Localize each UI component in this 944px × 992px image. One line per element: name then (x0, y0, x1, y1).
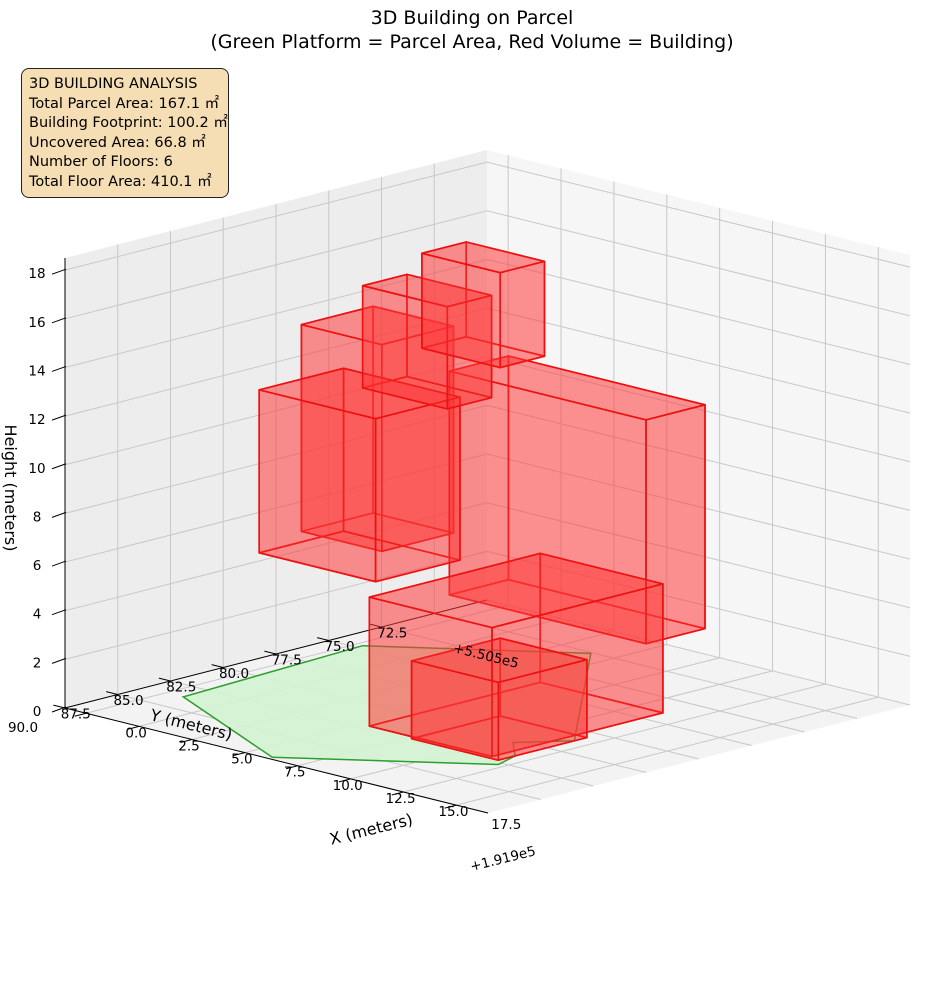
z-tick-label: 18 (28, 266, 45, 282)
chart-subtitle: (Green Platform = Parcel Area, Red Volum… (210, 31, 734, 53)
building-face-ymax (368, 596, 493, 758)
x-tick-mark (338, 778, 351, 783)
grid-line-z-left (64, 356, 488, 466)
x-tick-mark (127, 725, 140, 730)
z-tick-label: 6 (33, 558, 42, 574)
grid-line-z-left (64, 161, 488, 271)
analysis-info-box: 3D BUILDING ANALYSIS Total Parcel Area: … (21, 68, 229, 198)
grid-line-z-right (486, 502, 911, 609)
z-tick-mark (51, 268, 67, 275)
x-axis-label: X (meters) (328, 810, 415, 849)
y-tick-mark (369, 623, 382, 628)
info-uncovered-area: Uncovered Area: 66.8 ㎡ (29, 134, 206, 151)
x-tick-label: 17.5 (491, 817, 521, 833)
x-tick-mark (391, 791, 404, 796)
y-tick-label: 80.0 (219, 666, 249, 682)
z-tick-label: 12 (28, 412, 45, 428)
grid-line-z-right (486, 210, 911, 317)
y-tick-mark (316, 637, 329, 641)
z-tick-label: 2 (33, 655, 42, 671)
chart-title: 3D Building on Parcel (370, 7, 574, 29)
grid-line-z-right (486, 307, 911, 414)
y-tick-label: 87.5 (61, 707, 91, 723)
grid-line-z-left (64, 210, 488, 320)
z-tick-mark (51, 511, 67, 518)
y-tick-label: 82.5 (166, 680, 196, 696)
y-tick-label: 72.5 (377, 626, 407, 642)
grid-line-z-right (486, 161, 911, 268)
z-tick-label: 8 (33, 509, 42, 525)
info-heading: 3D BUILDING ANALYSIS (29, 76, 198, 92)
building-face-xmax (499, 260, 546, 369)
x-tick-label: 15.0 (438, 804, 468, 820)
z-tick-label: 16 (28, 315, 45, 331)
z-tick-mark (51, 657, 67, 664)
x-offset-label: +1.919e5 (469, 843, 538, 875)
z-tick-mark (51, 365, 67, 372)
y-tick-label: 75.0 (324, 639, 354, 655)
grid-line-z-right (486, 550, 911, 657)
info-total-floor-area: Total Floor Area: 410.1 ㎡ (29, 173, 212, 190)
grid-line-y-floor (434, 613, 858, 719)
z-tick-mark (51, 414, 67, 421)
grid-line-z-right (486, 404, 911, 511)
y-tick-mark (211, 664, 224, 668)
grid-line-z-left (64, 550, 488, 660)
building-face-ymax (410, 660, 500, 762)
z-tick-mark (51, 560, 67, 567)
grid-line-z-right (486, 258, 911, 365)
z-tick-label: 0 (33, 704, 42, 720)
grid-line-z-left (64, 453, 488, 563)
building-face-ymax (258, 389, 377, 583)
x-tick-label: 12.5 (385, 791, 415, 807)
x-tick-mark (74, 712, 87, 717)
x-tick-mark (444, 804, 457, 809)
y-tick-label: 77.5 (272, 653, 302, 669)
z-axis-label: Height (meters) (1, 425, 20, 552)
x-tick-mark (180, 739, 193, 743)
z-tick-label: 4 (33, 607, 42, 623)
grid-line-z-left (64, 404, 488, 514)
x-axis-line (64, 707, 489, 814)
y-tick-mark (158, 677, 171, 682)
chart-title-block: 3D Building on Parcel (Green Platform = … (0, 6, 944, 54)
x-tick-label: 10.0 (333, 778, 363, 794)
building-face-xmax (374, 396, 461, 583)
y-tick-label: 85.0 (113, 693, 143, 709)
z-tick-mark (51, 463, 67, 470)
x-tick-mark (233, 752, 245, 757)
x-tick-label: 2.5 (178, 738, 199, 754)
y-tick-mark (105, 691, 118, 695)
z-tick-label: 14 (28, 363, 45, 379)
info-number-of-floors: Number of Floors: 6 (29, 154, 173, 171)
x-tick-mark (285, 765, 298, 770)
y-tick-label: 90.0 (8, 720, 38, 736)
x-tick-label: 5.0 (231, 752, 252, 768)
grid-line-z-right (486, 453, 911, 560)
z-tick-mark (51, 706, 67, 713)
y-tick-mark (264, 650, 277, 655)
grid-line-y-floor (381, 626, 805, 733)
z-tick-label: 10 (28, 461, 45, 477)
info-building-footprint: Building Footprint: 100.2 ㎡ (29, 115, 228, 132)
building-face-xmax (446, 294, 493, 410)
grid-line-z-right (486, 599, 911, 706)
building-face-top (300, 305, 455, 346)
z-tick-mark (51, 609, 67, 616)
info-total-parcel-area: Total Parcel Area: 167.1 ㎡ (29, 95, 220, 112)
building-volume (258, 241, 706, 762)
grid-line-z-left (64, 307, 488, 417)
x-tick-label: 7.5 (284, 765, 305, 781)
grid-line-z-right (486, 356, 911, 463)
z-tick-mark (51, 317, 67, 324)
x-tick-label: 0.0 (125, 725, 146, 741)
